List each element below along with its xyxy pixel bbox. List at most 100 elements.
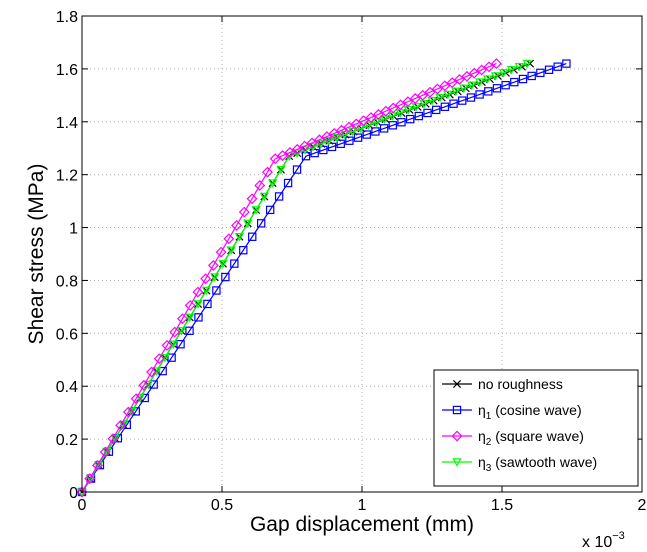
series-marker — [306, 137, 318, 149]
series-line — [81, 63, 497, 493]
series-marker — [239, 245, 248, 255]
series-marker — [459, 84, 469, 94]
series-marker — [127, 407, 137, 417]
series-marker — [446, 77, 458, 89]
series-marker — [299, 140, 311, 152]
y-tick-label: 1.6 — [56, 62, 78, 79]
series-marker — [424, 86, 436, 98]
series-marker — [115, 419, 127, 431]
series-marker — [371, 118, 382, 128]
series-marker — [215, 246, 227, 258]
series-marker — [122, 406, 134, 418]
series-marker — [402, 96, 414, 108]
series-marker — [343, 121, 355, 133]
series-marker — [176, 340, 185, 349]
series-marker — [379, 115, 390, 125]
series-marker — [544, 65, 554, 74]
series-marker — [177, 313, 188, 325]
series-marker — [380, 105, 392, 117]
series-marker — [161, 339, 173, 351]
series-marker — [468, 67, 480, 79]
legend-label: η1 (cosine wave) — [478, 402, 582, 422]
series-marker — [201, 286, 211, 296]
series-marker — [135, 394, 145, 403]
series-marker — [501, 80, 510, 90]
series-marker — [291, 143, 303, 155]
series-marker — [439, 80, 451, 92]
y-tick-label: 1.8 — [56, 9, 78, 26]
series-marker — [212, 286, 221, 295]
series-marker — [300, 146, 310, 155]
series-marker — [313, 134, 325, 146]
series-marker — [365, 112, 377, 123]
series-marker — [283, 178, 293, 188]
series-marker — [146, 366, 158, 378]
series-marker — [490, 72, 501, 81]
legend-marker — [452, 379, 462, 389]
series-marker — [506, 66, 516, 75]
series-marker — [185, 313, 195, 323]
series-marker — [210, 273, 220, 282]
x-tick-label: 1 — [358, 497, 367, 514]
legend-marker — [452, 405, 462, 415]
series-marker — [419, 100, 429, 109]
series-marker — [395, 99, 406, 111]
series-marker — [353, 133, 363, 142]
series-marker — [277, 150, 289, 162]
legend-entry: no roughness — [442, 376, 563, 392]
series-marker — [417, 89, 429, 101]
series-marker — [466, 93, 476, 102]
y-tick-label: 1.2 — [56, 168, 78, 185]
series-marker — [257, 219, 266, 228]
series-marker — [153, 353, 165, 365]
series-marker — [414, 111, 424, 121]
series-marker — [248, 232, 257, 241]
y-tick-label: 0 — [69, 485, 78, 502]
series-marker — [387, 112, 397, 121]
series-marker — [92, 459, 103, 471]
series-marker — [405, 114, 415, 124]
series-marker — [130, 393, 142, 405]
series-marker — [200, 273, 212, 285]
series-marker — [259, 192, 269, 202]
series-line — [81, 63, 567, 493]
y-tick-label: 0.2 — [56, 432, 78, 449]
series-marker — [350, 118, 362, 130]
series-marker — [176, 327, 187, 336]
series-marker — [355, 124, 366, 134]
series-marker — [387, 102, 399, 114]
series-marker — [458, 96, 467, 105]
y-tick-label: 0.6 — [56, 326, 78, 343]
x-tick-label: 1.5 — [491, 497, 513, 514]
series-marker — [336, 139, 345, 149]
legend-label: η3 (sawtooth wave) — [478, 454, 597, 474]
series-marker — [510, 77, 519, 87]
legend-marker — [451, 430, 463, 442]
series-marker — [345, 136, 354, 145]
series-marker — [321, 131, 333, 143]
y-axis-title: Shear stress (MPa) — [25, 164, 48, 345]
series-marker — [274, 192, 284, 201]
series-marker — [203, 299, 212, 309]
series-marker — [440, 102, 450, 111]
series-marker — [138, 379, 150, 391]
y-tick-label: 0.4 — [56, 379, 78, 396]
legend-marker — [452, 458, 462, 467]
series-marker — [223, 233, 235, 245]
legend-entry: η3 (sawtooth wave) — [442, 454, 597, 474]
series-marker — [143, 380, 153, 390]
y-tick-label: 1.4 — [56, 115, 78, 132]
series-marker — [553, 62, 562, 71]
series-marker — [483, 61, 495, 73]
legend-label: no roughness — [478, 376, 563, 392]
series-marker — [451, 87, 461, 97]
series-marker — [492, 84, 502, 93]
series-marker — [562, 59, 571, 68]
series-marker — [234, 233, 245, 242]
x-tick-label: 0 — [78, 497, 87, 514]
series-marker — [536, 68, 545, 78]
series-marker — [490, 58, 502, 70]
series-marker — [358, 115, 370, 127]
x-axis-exponent: x 10−3 — [582, 530, 625, 551]
